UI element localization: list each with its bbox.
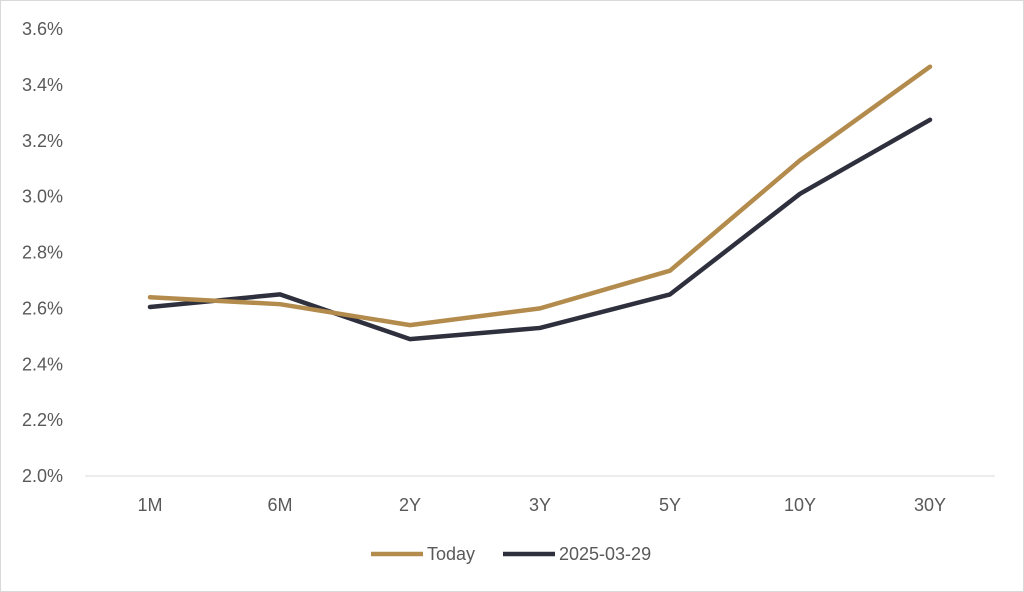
series-line-today	[147, 64, 933, 328]
y-tick-label: 2.4%	[22, 354, 63, 374]
x-tick-label: 2Y	[399, 495, 421, 515]
x-tick-label: 30Y	[914, 495, 946, 515]
x-tick-label: 5Y	[659, 495, 681, 515]
x-tick-label: 6M	[267, 495, 292, 515]
series-line-2025-03-29	[147, 117, 933, 342]
y-tick-label: 2.6%	[22, 298, 63, 318]
y-axis: 2.0% 2.2% 2.4% 2.6% 2.8% 3.0% 3.2% 3.4% 3.6%	[22, 19, 63, 486]
legend-label: 2025-03-29	[559, 544, 651, 564]
x-tick-label: 1M	[137, 495, 162, 515]
series-lines	[147, 64, 933, 342]
legend-label: Today	[427, 544, 475, 564]
y-tick-label: 2.2%	[22, 410, 63, 430]
x-axis: 1M 6M 2Y 3Y 5Y 10Y 30Y	[137, 495, 946, 515]
x-tick-label: 10Y	[784, 495, 816, 515]
y-tick-label: 3.6%	[22, 19, 63, 39]
y-tick-label: 3.0%	[22, 187, 63, 207]
legend: Today 2025-03-29	[371, 544, 651, 564]
y-tick-label: 3.4%	[22, 75, 63, 95]
y-tick-label: 3.2%	[22, 131, 63, 151]
y-tick-label: 2.0%	[22, 466, 63, 486]
y-tick-label: 2.8%	[22, 243, 63, 263]
x-tick-label: 3Y	[529, 495, 551, 515]
